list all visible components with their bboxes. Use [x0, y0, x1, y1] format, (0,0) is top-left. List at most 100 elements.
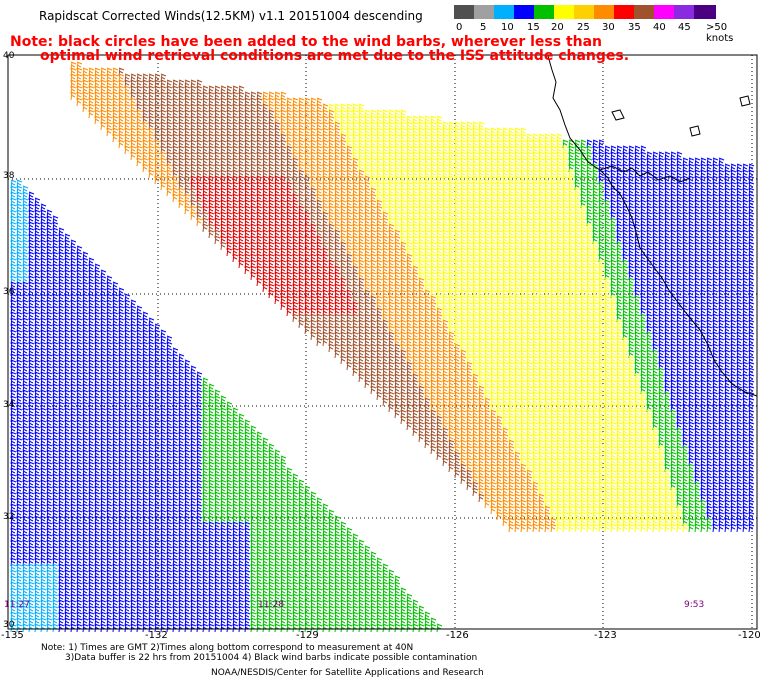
wind-barb: [316, 103, 323, 113]
wind-barb: [496, 127, 503, 137]
wind-barb: [190, 145, 197, 155]
wind-barb: [172, 97, 179, 107]
wind-barb: [274, 127, 281, 137]
wind-barb: [124, 145, 131, 155]
wind-barb: [334, 139, 341, 149]
wind-barb: [106, 115, 113, 125]
wind-barb: [202, 139, 209, 149]
wind-barb: [142, 145, 149, 155]
wind-barb: [598, 145, 605, 155]
wind-barb: [436, 451, 443, 461]
wind-barb: [328, 133, 335, 143]
wind-barb: [412, 139, 419, 149]
wind-barb: [310, 145, 317, 155]
wind-barb: [532, 151, 539, 161]
wind-barb: [298, 103, 305, 113]
wind-barb: [244, 121, 251, 131]
wind-barb: [346, 121, 353, 131]
wind-barb: [334, 349, 341, 359]
wind-barb: [292, 109, 299, 119]
wind-barb: [208, 133, 215, 143]
wind-barb: [568, 151, 575, 161]
wind-barb: [94, 91, 101, 101]
wind-barb: [388, 151, 395, 161]
wind-barb: [328, 145, 335, 155]
wind-barb: [238, 145, 245, 155]
wind-barb: [322, 133, 329, 143]
wind-barb: [514, 151, 521, 161]
wind-barb: [190, 115, 197, 125]
wind-barb: [310, 139, 317, 149]
wind-barb: [208, 109, 215, 119]
wind-barb: [430, 115, 437, 125]
wind-barb: [88, 103, 95, 113]
wind-barb: [262, 133, 269, 143]
wind-barb: [286, 145, 293, 155]
wind-barb: [262, 91, 269, 101]
wind-barb: [238, 151, 245, 161]
wind-barb: [376, 121, 383, 131]
wind-barb: [430, 145, 437, 155]
wind-barb: [592, 145, 599, 155]
wind-barb: [544, 151, 551, 161]
wind-barb: [214, 139, 221, 149]
wind-barb: [148, 133, 155, 143]
wind-barb: [106, 79, 113, 89]
wind-barb: [160, 79, 167, 89]
wind-barb: [472, 127, 479, 137]
wind-barb: [418, 115, 425, 125]
wind-barb: [256, 121, 263, 131]
wind-barb: [382, 397, 389, 407]
wind-barb: [142, 121, 149, 131]
wind-barb: [286, 121, 293, 131]
wind-barb: [418, 139, 425, 149]
wind-barb: [472, 133, 479, 143]
wind-barb: [454, 121, 461, 131]
wind-barb: [382, 133, 389, 143]
wind-barb: [550, 133, 557, 143]
wind-barb: [304, 151, 311, 161]
wind-barb: [112, 79, 119, 89]
wind-barb: [442, 157, 449, 167]
wind-barb: [376, 391, 383, 401]
wind-barb: [190, 127, 197, 137]
wind-barb: [268, 289, 275, 299]
wind-barb: [172, 103, 179, 113]
wind-barb: [346, 133, 353, 143]
wind-barb: [424, 121, 431, 131]
wind-barb: [226, 115, 233, 125]
wind-barb: [256, 133, 263, 143]
wind-barb: [100, 97, 107, 107]
wind-barb: [250, 157, 257, 167]
wind-barb: [490, 127, 497, 137]
wind-barb: [214, 115, 221, 125]
wind-barb: [346, 127, 353, 137]
wind-barb: [112, 67, 119, 77]
wind-barb: [262, 97, 269, 107]
wind-barb: [244, 133, 251, 143]
wind-barb: [70, 85, 77, 95]
wind-barb: [214, 235, 221, 245]
wind-barb: [250, 121, 257, 131]
wind-barb: [562, 151, 569, 161]
wind-barb: [190, 157, 197, 167]
wind-barb: [496, 151, 503, 161]
wind-barb: [526, 145, 533, 155]
wind-barb: [448, 145, 455, 155]
wind-barb: [346, 109, 353, 119]
wind-barb: [154, 133, 161, 143]
wind-barb: [88, 91, 95, 101]
wind-barb: [268, 97, 275, 107]
wind-barb: [292, 121, 299, 131]
wind-barb: [148, 115, 155, 125]
wind-barb: [148, 157, 155, 167]
wind-barb: [136, 85, 143, 95]
wind-barb: [256, 115, 263, 125]
wind-barb: [154, 139, 161, 149]
wind-barb: [148, 103, 155, 113]
wind-barb: [304, 325, 311, 335]
wind-barb: [448, 133, 455, 143]
wind-barb: [412, 133, 419, 143]
wind-barb: [76, 67, 83, 77]
wind-barb: [142, 79, 149, 89]
